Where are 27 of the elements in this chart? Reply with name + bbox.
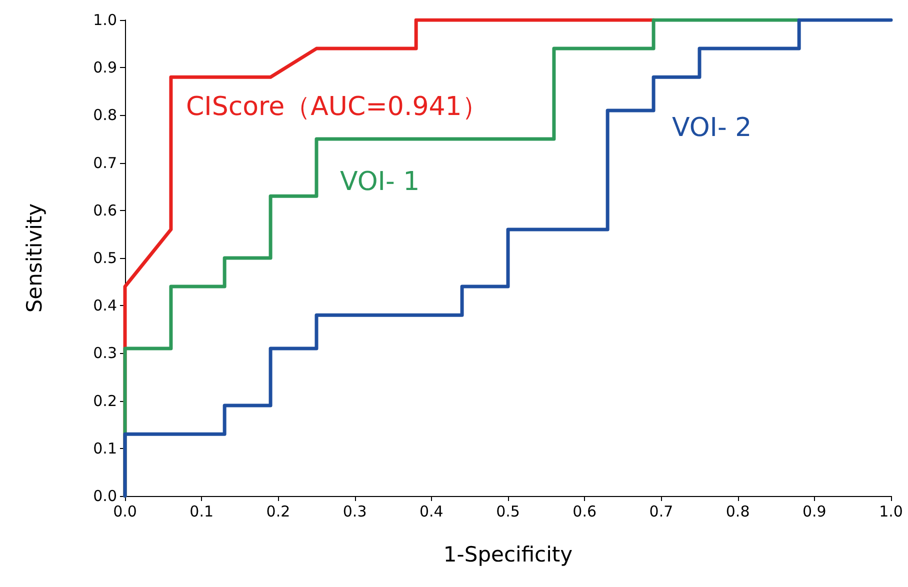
y-tick-label: 0.1 <box>93 439 117 458</box>
x-axis-title: 1-Specificity <box>443 542 573 566</box>
y-tick-label: 0.8 <box>93 106 117 124</box>
annotation: CIScore（AUC=0.941） <box>186 92 488 122</box>
y-tick-label: 0.7 <box>93 154 117 172</box>
x-tick-label: 0.8 <box>726 502 750 520</box>
annotation: VOI- 1 <box>340 167 420 197</box>
y-axis-title: Sensitivity <box>22 203 46 313</box>
y-tick-label: 0.0 <box>93 487 117 505</box>
x-tick-label: 1.0 <box>879 502 903 520</box>
x-tick-label: 0.0 <box>113 502 137 520</box>
x-tick-label: 0.7 <box>649 502 674 520</box>
y-tick-label: 1.0 <box>93 11 117 29</box>
y-tick-label: 0.5 <box>93 249 117 267</box>
y-tick-label: 0.6 <box>93 201 117 220</box>
x-tick-label: 0.2 <box>266 502 290 520</box>
annotation: VOI- 2 <box>672 113 752 143</box>
x-tick-label: 0.1 <box>190 502 214 520</box>
x-tick-label: 0.5 <box>496 502 520 520</box>
x-tick-label: 0.4 <box>419 502 444 520</box>
y-tick-label: 0.4 <box>93 296 117 315</box>
y-tick-label: 0.9 <box>93 58 117 77</box>
y-tick-label: 0.3 <box>93 344 117 362</box>
y-tick-label: 0.2 <box>93 392 117 410</box>
x-tick-label: 0.6 <box>572 502 597 520</box>
x-tick-label: 0.9 <box>802 502 826 520</box>
x-tick-label: 0.3 <box>342 502 367 520</box>
